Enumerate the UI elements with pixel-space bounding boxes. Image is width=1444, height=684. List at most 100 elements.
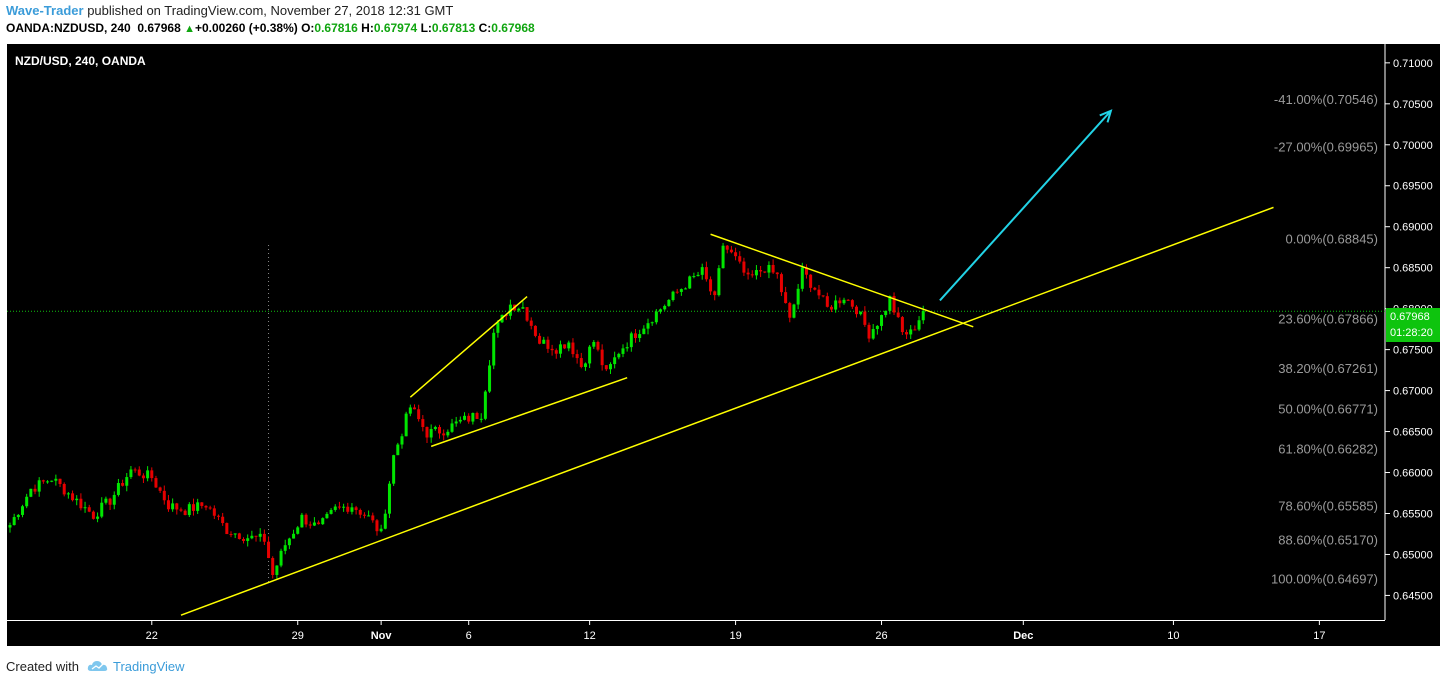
bull-candle <box>696 274 700 277</box>
bull-candle <box>588 346 592 364</box>
bear-candle <box>538 335 542 344</box>
time-tick-label: Dec <box>1013 630 1033 642</box>
bull-candle <box>884 310 888 316</box>
close-label: C: <box>478 21 492 35</box>
bear-candle <box>254 535 258 537</box>
bear-candle <box>121 483 125 486</box>
bear-candle <box>304 514 308 525</box>
bull-candle <box>692 276 696 278</box>
bear-candle <box>87 507 91 512</box>
bear-candle <box>71 493 75 501</box>
bull-candle <box>517 308 521 311</box>
bull-candle <box>629 333 633 348</box>
bull-candle <box>679 289 683 292</box>
bull-candle <box>871 329 875 339</box>
bear-candle <box>529 320 533 326</box>
bull-candle <box>329 509 333 514</box>
bull-candle <box>396 444 400 456</box>
tradingview-brand-link[interactable]: TradingView <box>112 659 185 674</box>
bull-candle <box>287 538 291 546</box>
bull-candle <box>842 299 846 304</box>
bear-candle <box>579 358 583 367</box>
bull-candle <box>800 267 804 289</box>
bull-candle <box>721 245 725 269</box>
tradingview-logo-icon <box>87 660 109 675</box>
bear-candle <box>91 511 95 519</box>
close-value: 0.67968 <box>491 21 535 35</box>
bear-candle <box>191 504 195 511</box>
bear-candle <box>417 409 421 420</box>
bull-candle <box>54 478 58 481</box>
bear-candle <box>442 433 446 436</box>
fib-level-label: 0.00%(0.68845) <box>1285 231 1378 246</box>
bear-candle <box>354 507 358 510</box>
bull-candle <box>688 276 692 289</box>
bear-candle <box>262 533 266 542</box>
bull-candle <box>46 481 50 483</box>
bull-candle <box>146 470 150 479</box>
bull-candle <box>471 413 475 422</box>
bear-candle <box>846 299 850 301</box>
price-axis-ticks: 0.71000 0.70500 0.70000 0.69500 0.69000 0.685… <box>1385 58 1433 602</box>
bear-candle <box>79 498 83 509</box>
open-label: O: <box>301 21 315 35</box>
bull-candle <box>383 513 387 529</box>
bull-candle <box>100 502 104 517</box>
symbol-ohlc-line: OANDA:NZDUSD, 240 0.67968 ▲+0.00260 (+0.… <box>6 21 535 35</box>
fib-level-label: 61.80%(0.66282) <box>1278 441 1378 456</box>
drawing-trendlines[interactable] <box>180 206 1274 616</box>
time-tick-label: 26 <box>875 630 887 642</box>
bull-candle <box>638 334 642 339</box>
plot-area[interactable] <box>7 44 1385 620</box>
bull-candle <box>625 347 629 349</box>
bull-candle <box>463 415 467 420</box>
footer: Created with TradingView <box>6 659 185 675</box>
bear-candle <box>850 300 854 307</box>
bull-candle <box>429 429 433 438</box>
bear-candle <box>571 342 575 355</box>
bear-candle <box>438 427 442 434</box>
bear-candle <box>237 533 241 539</box>
bear-candle <box>546 339 550 349</box>
bear-candle <box>575 354 579 359</box>
time-axis[interactable] <box>7 620 1440 646</box>
bear-candle <box>600 349 604 366</box>
low-label: L: <box>420 21 432 35</box>
bull-candle <box>613 357 617 365</box>
fib-level-label: -27.00%(0.69965) <box>1274 140 1378 155</box>
bear-candle <box>475 413 479 419</box>
trendline <box>430 377 628 448</box>
bull-candle <box>258 533 262 537</box>
last-price: 0.67968 <box>137 21 181 35</box>
bull-candle <box>12 517 16 526</box>
bull-candle <box>125 477 129 486</box>
price-label-box: 0.67968 01:28:20 <box>1386 308 1440 342</box>
bull-candle <box>754 270 758 276</box>
author-link[interactable]: Wave-Trader <box>6 3 84 18</box>
bear-candle <box>863 311 867 325</box>
bear-candle <box>596 341 600 350</box>
bull-candle <box>29 488 33 497</box>
bear-candle <box>725 245 729 250</box>
bear-candle <box>221 516 225 524</box>
bull-candle <box>408 407 412 414</box>
bull-candle <box>350 507 354 512</box>
bear-candle <box>217 515 220 517</box>
bull-candle <box>558 344 562 354</box>
low-value: 0.67813 <box>431 21 476 35</box>
bull-candle <box>483 391 487 419</box>
publish-info: Wave-Trader published on TradingView.com… <box>6 3 453 18</box>
bull-candle <box>667 299 671 306</box>
bear-candle <box>229 534 233 536</box>
bear-candle <box>141 475 145 479</box>
bear-candle <box>183 510 187 516</box>
arrow-head <box>1099 109 1113 123</box>
bull-candle <box>104 498 108 503</box>
bull-candle <box>129 469 133 478</box>
bull-candle <box>283 545 287 551</box>
bear-candle <box>771 264 775 273</box>
bear-candle <box>734 252 738 257</box>
drawing-arrow[interactable] <box>939 109 1113 302</box>
bull-candle <box>446 431 450 436</box>
